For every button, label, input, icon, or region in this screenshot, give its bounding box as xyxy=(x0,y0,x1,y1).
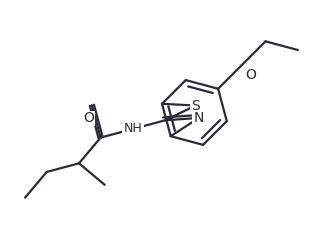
Text: NH: NH xyxy=(124,122,142,136)
Text: S: S xyxy=(191,98,200,113)
Text: O: O xyxy=(245,68,256,82)
Text: N: N xyxy=(193,111,204,125)
Text: O: O xyxy=(83,111,94,125)
